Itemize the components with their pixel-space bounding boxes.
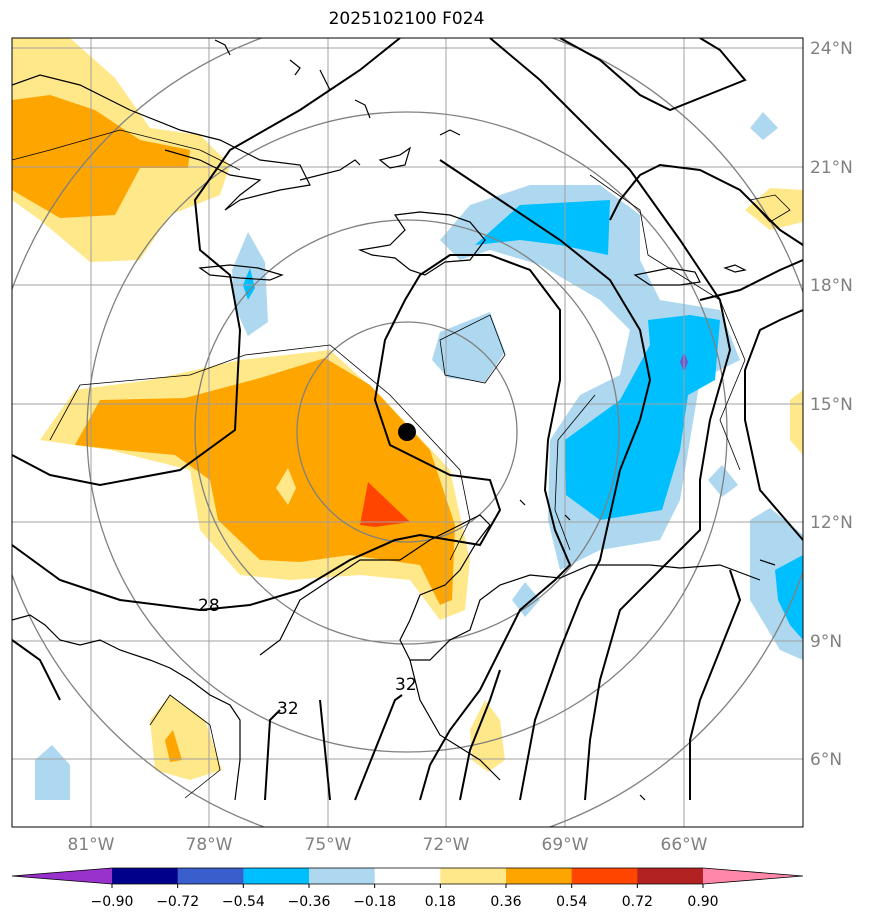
lat-label-15n: 15°N	[810, 395, 853, 415]
lon-label-75w: 75°W	[305, 835, 352, 855]
colorbar-extend-high	[703, 868, 803, 884]
colorbar-extend-low	[12, 868, 112, 884]
positive-anomaly-medium	[12, 95, 455, 762]
map-area: 28 32 32	[12, 38, 803, 827]
coastlines	[12, 39, 776, 801]
colorbar-tick-label: −0.18	[353, 894, 396, 910]
map-title: 2025102100 F024	[328, 9, 485, 29]
colorbar-tick-label: −0.36	[288, 894, 331, 910]
latitude-labels: 24°N 21°N 18°N 15°N 12°N 9°N 6°N	[810, 39, 853, 770]
storm-center-marker	[398, 423, 416, 441]
colorbar: −0.90 −0.72 −0.54 −0.36 −0.18 0.18 0.36 0.54 0.7…	[11, 867, 804, 910]
colorbar-segment	[374, 868, 441, 884]
colorbar-segment	[637, 868, 704, 884]
colorbar-tick-label: 0.36	[490, 894, 521, 910]
lat-label-24n: 24°N	[810, 39, 853, 59]
colorbar-tick-label: 0.18	[425, 894, 456, 910]
colorbar-tick-label: −0.54	[222, 894, 265, 910]
colorbar-tick-label: 0.54	[556, 894, 587, 910]
contour-label-32-b: 32	[395, 675, 417, 695]
colorbar-tick-label: 0.90	[687, 894, 718, 910]
graticule	[12, 38, 803, 827]
lat-label-18n: 18°N	[810, 276, 853, 296]
thin-contours	[12, 129, 791, 799]
contour-label-32-a: 32	[277, 699, 299, 719]
map-frame	[11, 37, 804, 828]
thick-contours	[12, 38, 803, 801]
colorbar-segment	[112, 868, 179, 884]
lat-label-12n: 12°N	[810, 513, 853, 533]
colorbar-tick-label: −0.72	[156, 894, 199, 910]
colorbar-segment	[440, 868, 507, 884]
small-yellow-patch	[276, 468, 296, 505]
contour-label-28: 28	[198, 596, 220, 616]
lon-label-66w: 66°W	[661, 835, 708, 855]
colorbar-segment	[177, 868, 244, 884]
lon-label-69w: 69°W	[542, 835, 589, 855]
lon-label-78w: 78°W	[186, 835, 233, 855]
lat-label-21n: 21°N	[810, 158, 853, 178]
longitude-labels: 81°W 78°W 75°W 72°W 69°W 66°W	[68, 835, 708, 855]
positive-anomaly-strong	[360, 482, 410, 527]
lat-label-6n: 6°N	[810, 750, 842, 770]
lon-label-72w: 72°W	[423, 835, 470, 855]
colorbar-segment	[309, 868, 376, 884]
lat-label-9n: 9°N	[810, 632, 842, 652]
colorbar-tick-label: −0.90	[91, 894, 134, 910]
lon-label-81w: 81°W	[68, 835, 115, 855]
colorbar-segment	[571, 868, 638, 884]
colorbar-segment	[243, 868, 310, 884]
range-rings	[12, 38, 803, 827]
colorbar-segment	[506, 868, 573, 884]
colorbar-tick-label: 0.72	[622, 894, 653, 910]
